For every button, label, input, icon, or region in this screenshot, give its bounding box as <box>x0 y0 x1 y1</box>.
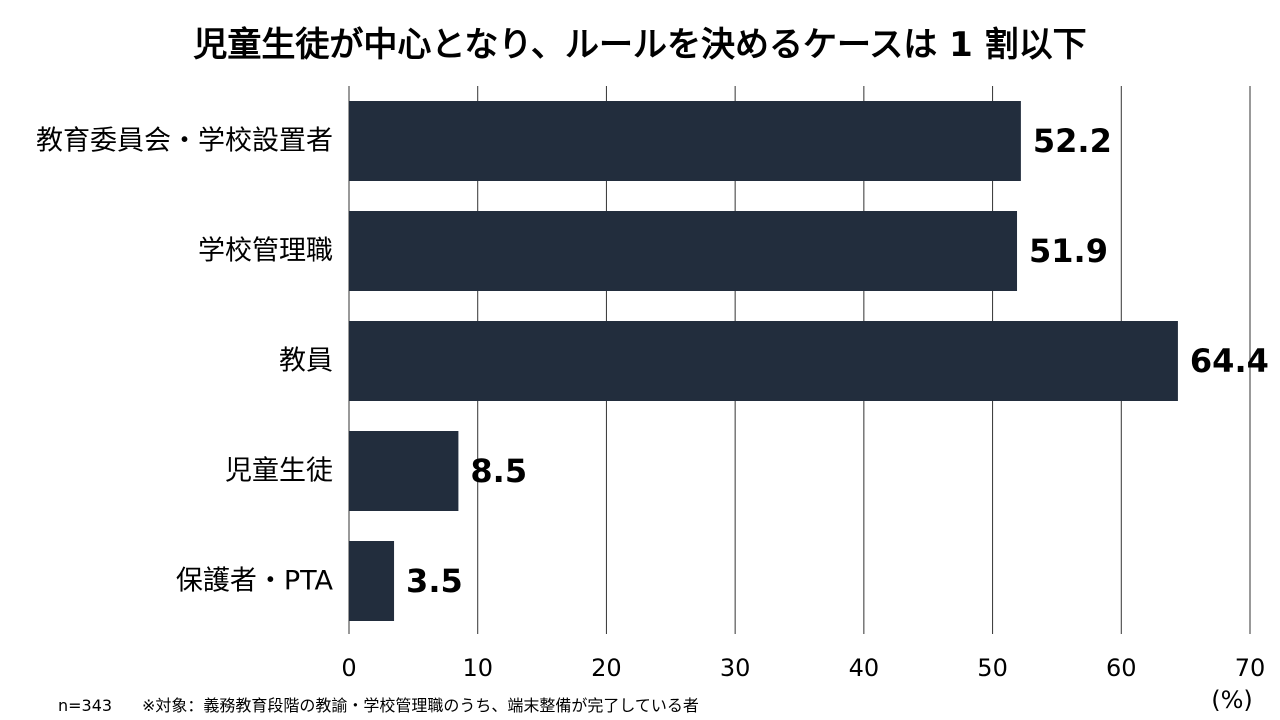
x-tick-label: 0 <box>341 654 356 682</box>
bar <box>349 321 1178 401</box>
bar <box>349 211 1018 291</box>
labels: 0 10 20 30 40 50 60 70 教育委員会・学校設置者 52.2 学校管理職 51.9 教… <box>36 122 1269 682</box>
category-label: 児童生徒 <box>225 456 333 487</box>
bar <box>349 541 395 621</box>
category-label: 教育委員会・学校設置者 <box>36 126 333 157</box>
x-tick-label: 50 <box>977 654 1008 682</box>
bar <box>349 101 1021 181</box>
value-label: 51.9 <box>1029 232 1108 270</box>
chart-title: 児童生徒が中心となり、ルールを決めるケースは 1 割以下 <box>193 25 1086 65</box>
category-label: 学校管理職 <box>198 236 333 267</box>
x-tick-label: 30 <box>720 654 751 682</box>
value-label: 64.4 <box>1190 342 1269 380</box>
x-tick-label: 20 <box>591 654 622 682</box>
category-label: 教員 <box>279 346 333 377</box>
x-tick-label: 60 <box>1106 654 1137 682</box>
bar <box>349 431 459 511</box>
x-axis-unit: (%) <box>1211 686 1253 714</box>
category-label: 保護者・PTA <box>176 566 334 597</box>
x-tick-label: 40 <box>849 654 880 682</box>
bars <box>349 101 1178 621</box>
x-tick-label: 70 <box>1235 654 1266 682</box>
x-tick-label: 10 <box>462 654 493 682</box>
value-label: 3.5 <box>406 562 463 600</box>
footnote-note: ※対象：義務教育段階の教諭・学校管理職のうち、端末整備が完了している者 <box>142 696 699 715</box>
value-label: 52.2 <box>1033 122 1112 160</box>
value-label: 8.5 <box>470 452 527 490</box>
sample-size: n=343 <box>58 696 112 715</box>
